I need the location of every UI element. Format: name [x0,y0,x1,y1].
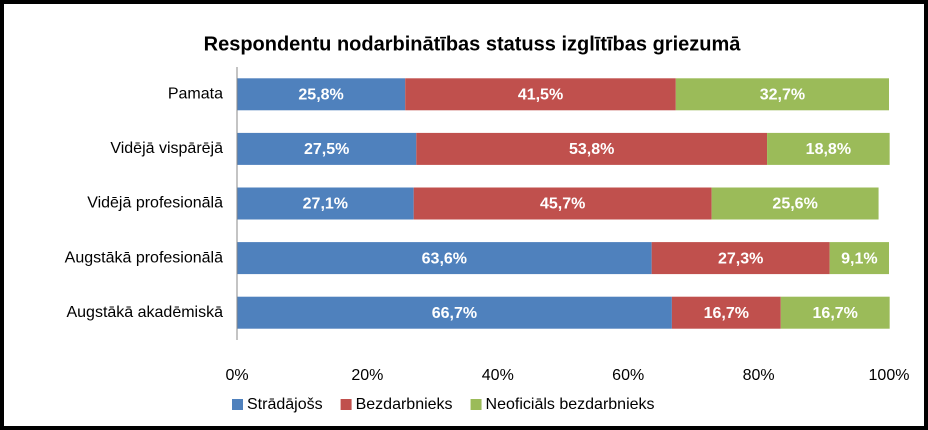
bar-segment [405,78,676,111]
data-label: 45,7% [540,196,585,213]
bar-segment [675,78,889,111]
data-label: 27,5% [304,141,349,158]
data-label: 66,7% [432,305,477,322]
data-label: 25,8% [298,87,343,104]
data-label: 27,3% [718,250,763,267]
legend-label: Neoficiāls bezdarbnieks [486,396,655,413]
y-tick-label: Vidējā vispārējā [110,140,223,157]
data-label: 9,1% [841,250,877,267]
legend-label: Bezdarbnieks [356,396,453,413]
data-label: 41,5% [518,87,563,104]
y-tick-label: Vidējā profesionālā [87,195,223,212]
legend-swatch [340,399,352,410]
bar-segment [767,132,890,165]
y-tick-label: Pamata [168,86,223,103]
bar-segment [829,242,889,275]
data-label: 32,7% [760,87,805,104]
data-label: 16,7% [704,305,749,322]
data-label: 53,8% [569,141,614,158]
bar-segment [237,78,406,111]
y-tick-label: Augstākā akadēmiskā [66,304,223,321]
legend-swatch [470,399,482,410]
x-tick-label: 60% [612,367,644,384]
legend-label: Strādājošs [247,396,323,413]
x-tick-label: 100% [869,367,910,384]
bar-segment [237,296,672,329]
data-label: 18,8% [806,141,851,158]
bar-segment [780,296,890,329]
x-tick-label: 40% [482,367,514,384]
chart-title: Respondentu nodarbinātības statuss izglī… [204,33,742,55]
data-label: 16,7% [813,305,858,322]
legend-swatch [232,399,243,410]
data-label: 63,6% [422,250,467,267]
bar-segment [651,242,830,275]
y-tick-label: Augstākā profesionālā [65,249,223,266]
bar-segment [413,187,712,220]
bar-segment [416,132,768,165]
x-tick-label: 80% [743,367,775,384]
x-tick-label: 0% [225,367,248,384]
bar-segment [237,242,652,275]
data-label: 25,6% [772,196,817,213]
bar-segment [237,132,417,165]
bar-segment [237,187,414,220]
data-label: 27,1% [303,196,348,213]
bar-segment [711,187,879,220]
bar-segment [671,296,781,329]
x-tick-label: 20% [351,367,383,384]
